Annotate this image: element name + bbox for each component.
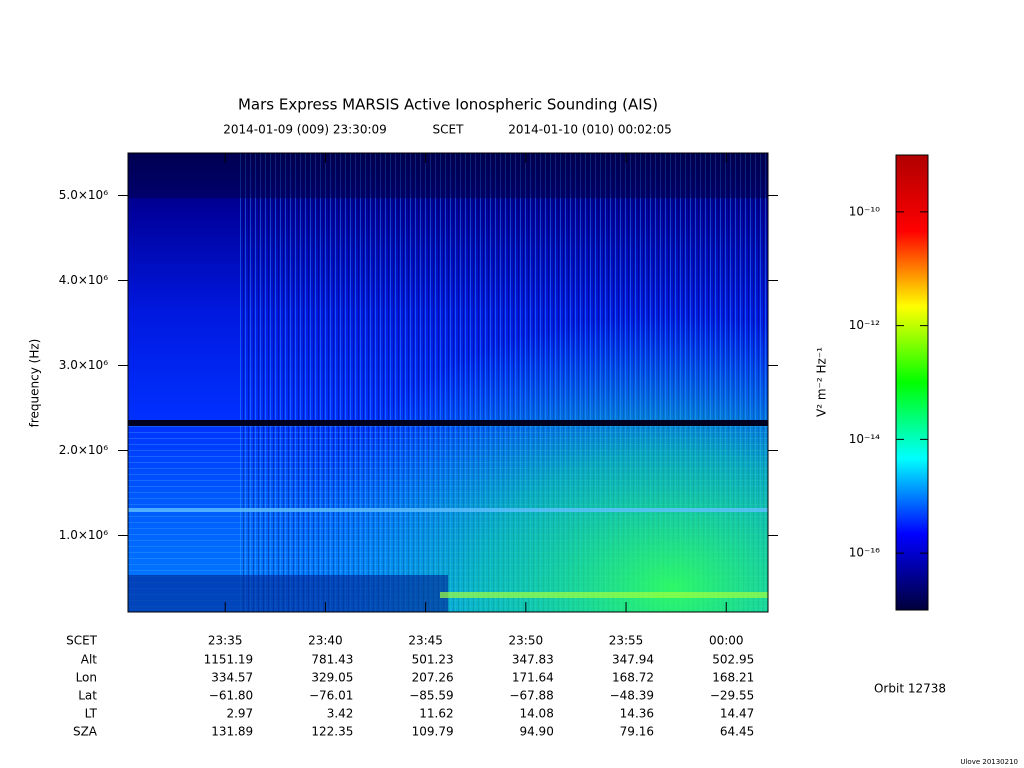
ephemeris-row-label: SCET (66, 634, 98, 648)
ephemeris-value: −29.55 (710, 689, 754, 703)
ephemeris-value: 347.94 (612, 653, 654, 667)
subtitle-end: 2014-01-10 (010) 00:02:05 (508, 123, 672, 137)
ephemeris-row-label: SZA (73, 725, 98, 739)
ephemeris-row-label: Lon (76, 671, 97, 685)
ephemeris-value: 207.26 (412, 671, 454, 685)
ephemeris-value: 14.36 (620, 707, 654, 721)
y-tick-label: 2.0×10⁶ (59, 443, 108, 457)
ephemeris-value: 64.45 (720, 725, 754, 739)
y-axis-label: frequency (Hz) (28, 339, 42, 428)
x-tick-label: 23:55 (609, 634, 644, 648)
footer: Ulove 20130210 (960, 758, 1018, 766)
orbit-label: Orbit 12738 (874, 682, 946, 696)
colorbar-label: V² m⁻² Hz⁻¹ (815, 347, 829, 417)
ephemeris-value: 501.23 (412, 653, 454, 667)
ephemeris-value: 781.43 (311, 653, 353, 667)
ephemeris-value: 347.83 (512, 653, 554, 667)
ephemeris-value: 122.35 (311, 725, 353, 739)
ephemeris-value: 168.72 (612, 671, 654, 685)
colorbar (895, 154, 929, 611)
ephemeris-value: 14.08 (519, 707, 553, 721)
ephemeris-value: −48.39 (610, 689, 654, 703)
subtitle-scet: SCET (433, 123, 465, 137)
x-tick-label: 23:45 (408, 634, 443, 648)
ephemeris-value: −61.80 (209, 689, 253, 703)
y-tick-label: 5.0×10⁶ (59, 188, 108, 202)
y-tick-label: 1.0×10⁶ (59, 528, 108, 542)
colorbar-tick-label: 10⁻¹⁰ (849, 204, 880, 218)
ephemeris-value: 1151.19 (204, 653, 254, 667)
ephemeris-value: −76.01 (309, 689, 353, 703)
ephemeris-value: −67.88 (509, 689, 553, 703)
ephemeris-value: 2.97 (226, 707, 253, 721)
chart-title: Mars Express MARSIS Active Ionospheric S… (238, 96, 658, 114)
subtitle-start: 2014-01-09 (009) 23:30:09 (223, 123, 387, 137)
ephemeris-value: 3.42 (327, 707, 354, 721)
ephemeris-value: 131.89 (211, 725, 253, 739)
ephemeris-value: 171.64 (512, 671, 554, 685)
colorbar-tick-label: 10⁻¹⁶ (849, 546, 880, 560)
ephemeris-value: 79.16 (620, 725, 654, 739)
ephemeris-row-label: Lat (78, 689, 97, 703)
x-tick-label: 23:40 (308, 634, 343, 648)
colorbar-tick-label: 10⁻¹² (849, 318, 880, 332)
ephemeris-row-label: Alt (81, 653, 98, 667)
ephemeris-row-label: LT (85, 707, 98, 721)
ephemeris-value: 109.79 (412, 725, 454, 739)
y-tick-label: 4.0×10⁶ (59, 273, 108, 287)
ephemeris-value: 502.95 (712, 653, 754, 667)
x-tick-label: 23:50 (509, 634, 544, 648)
ephemeris-value: 11.62 (419, 707, 453, 721)
x-tick-label: 00:00 (709, 634, 744, 648)
plot-frame (127, 152, 769, 613)
colorbar-tick-label: 10⁻¹⁴ (849, 432, 880, 446)
y-tick-label: 3.0×10⁶ (59, 358, 108, 372)
x-tick-label: 23:35 (208, 634, 243, 648)
ephemeris-value: 94.90 (519, 725, 553, 739)
ephemeris-value: 14.47 (720, 707, 754, 721)
ephemeris-value: −85.59 (409, 689, 453, 703)
ephemeris-value: 168.21 (712, 671, 754, 685)
ephemeris-value: 329.05 (311, 671, 353, 685)
ephemeris-value: 334.57 (211, 671, 253, 685)
spectrogram-image (128, 153, 768, 612)
